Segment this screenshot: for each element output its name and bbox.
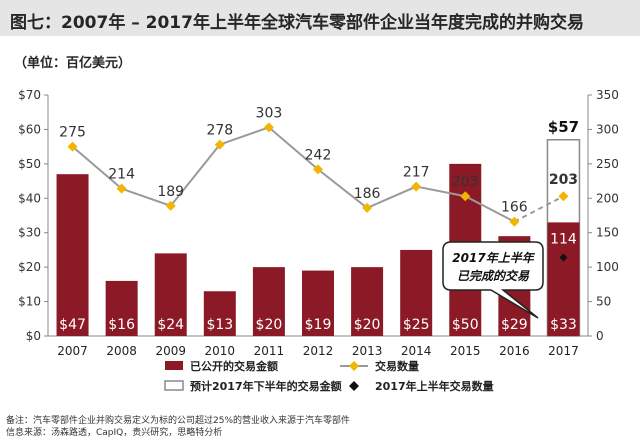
left-tick-label: $0 <box>26 329 41 343</box>
bar-value-label: $47 <box>59 317 86 333</box>
bar <box>351 267 384 336</box>
left-tick-label: $20 <box>18 260 41 274</box>
bar-value-label: $20 <box>354 317 381 333</box>
chart-notes: 备注：汽车零部件企业并购交易定义为标的公司超过25%的营业收入来源于汽车零部件 … <box>6 415 350 439</box>
callout-line-1: 2017年上半年 <box>452 251 535 265</box>
right-tick-label: 200 <box>596 191 619 205</box>
deal-count-label: 303 <box>256 105 283 121</box>
deal-count-projection-line <box>513 195 564 223</box>
left-tick-label: $40 <box>18 191 41 205</box>
deal-count-marker <box>509 216 520 227</box>
deal-count-marker <box>362 202 373 213</box>
deal-count-marker <box>214 139 225 150</box>
bar <box>105 280 138 336</box>
title-bar <box>0 0 640 36</box>
right-tick-label: 100 <box>596 260 619 274</box>
bar <box>154 253 187 336</box>
deal-count-marker <box>165 200 176 211</box>
bar-value-label: $16 <box>108 317 135 333</box>
legend-line-marker <box>349 361 359 371</box>
bar-value-label: $29 <box>501 317 528 333</box>
bar-value-label: $13 <box>206 317 233 333</box>
callout-line-2: 已完成的交易 <box>457 269 530 283</box>
deal-count-marker <box>558 191 569 202</box>
projected-total-label: $57 <box>548 118 579 136</box>
deal-count-marker <box>263 122 274 133</box>
bar <box>203 291 236 336</box>
x-tick-label: 2015 <box>450 344 481 358</box>
deal-count-marker <box>116 183 127 194</box>
bar <box>547 222 580 336</box>
x-tick-label: 2013 <box>352 344 383 358</box>
bar <box>252 267 285 336</box>
bar <box>302 270 334 336</box>
x-tick-label: 2014 <box>401 344 432 358</box>
note-definition: 备注：汽车零部件企业并购交易定义为标的公司超过25%的营业收入来源于汽车零部件 <box>6 416 351 426</box>
bar <box>56 174 89 336</box>
deal-count-label: 278 <box>206 123 233 139</box>
x-tick-label: 2012 <box>303 344 334 358</box>
right-tick-label: 300 <box>596 122 619 136</box>
deal-count-label: 203 <box>452 174 479 190</box>
h1-2017-count-label: 114 <box>550 232 577 248</box>
x-tick-label: 2016 <box>499 344 530 358</box>
deal-count-label: 203 <box>549 172 578 188</box>
h1-2017-count-marker <box>559 253 568 262</box>
deal-count-label: 166 <box>501 200 528 216</box>
deal-count-marker <box>67 141 78 152</box>
deal-count-marker <box>411 181 422 192</box>
left-tick-label: $60 <box>18 122 41 136</box>
left-tick-label: $30 <box>18 226 41 240</box>
right-tick-label: 250 <box>596 157 619 171</box>
deal-count-label: 186 <box>354 186 381 202</box>
bar-value-label: $50 <box>452 317 479 333</box>
deal-count-marker <box>460 191 471 202</box>
legend-swatch-outline <box>164 380 184 391</box>
right-tick-label: 150 <box>596 226 619 240</box>
deal-count-label: 275 <box>59 125 86 141</box>
callout-bubble <box>442 241 544 319</box>
x-tick-label: 2010 <box>205 344 236 358</box>
x-tick-label: 2011 <box>254 344 285 358</box>
unit-note: （单位：百亿美元） <box>14 56 132 71</box>
note-source: 信息来源：汤森路透，CapIQ，贵兴研究，思略特分析 <box>6 428 223 438</box>
left-tick-label: $70 <box>18 88 41 102</box>
legend-label-line: 交易数量 <box>375 359 419 373</box>
bar-value-label: $19 <box>305 317 332 333</box>
bar-value-label: $25 <box>403 317 430 333</box>
right-tick-label: 50 <box>596 295 611 309</box>
bar <box>400 249 433 336</box>
bar-value-label: $24 <box>157 317 184 333</box>
legend-swatch-bar <box>165 361 183 370</box>
deal-count-label: 189 <box>157 184 184 200</box>
x-tick-label: 2008 <box>106 344 137 358</box>
legend-label-marker: 2017年上半年交易数量 <box>375 379 494 393</box>
deal-count-line <box>71 126 515 223</box>
deal-count-label: 214 <box>108 167 135 183</box>
legend-label-outline: 预计2017年下半年的交易金额 <box>190 379 342 393</box>
deal-count-label: 217 <box>403 165 430 181</box>
left-tick-label: $50 <box>18 157 41 171</box>
right-tick-label: 0 <box>596 329 604 343</box>
right-tick-label: 350 <box>596 88 619 102</box>
chart-title: 图七：2007年 – 2017年上半年全球汽车零部件企业当年度完成的并购交易 <box>10 13 584 33</box>
legend-label-bar: 已公开的交易金额 <box>190 359 278 373</box>
left-tick-label: $10 <box>18 295 41 309</box>
bar-value-label: $33 <box>550 317 577 333</box>
x-tick-label: 2007 <box>57 344 88 358</box>
deal-count-marker <box>313 164 323 175</box>
x-tick-label: 2017 <box>548 344 579 358</box>
deal-count-label: 242 <box>305 147 332 163</box>
legend-marker-black <box>349 381 359 391</box>
bar-value-label: $20 <box>256 317 283 333</box>
x-tick-label: 2009 <box>155 344 186 358</box>
